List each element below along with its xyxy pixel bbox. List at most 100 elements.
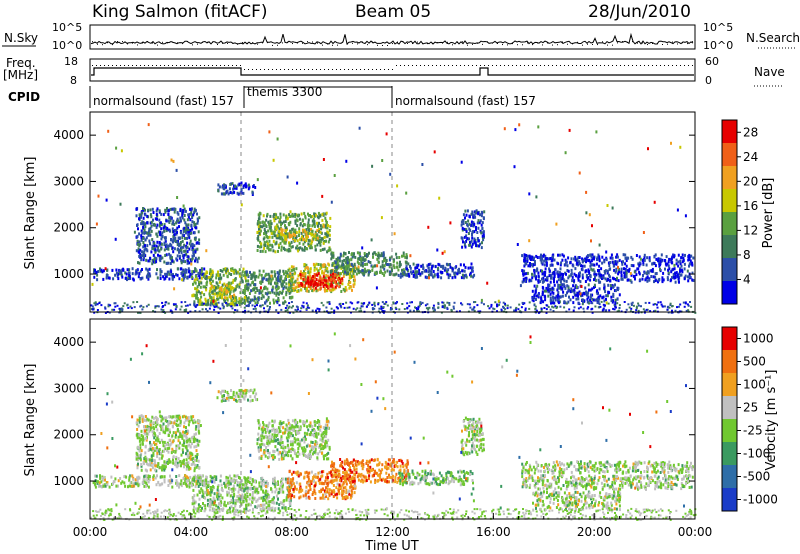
- power-echo-cell: [146, 268, 149, 272]
- nsearch-dot: [617, 42, 618, 44]
- power-echo-cell: [303, 248, 306, 252]
- freq-tick-bottom: 8: [70, 74, 77, 87]
- power-echo-cell: [334, 280, 337, 284]
- power-ground-scatter-cell: [409, 309, 412, 312]
- power-ground-scatter-cell: [496, 310, 498, 313]
- power-echo-cell: [608, 273, 610, 277]
- velocity-echo-cell: [152, 478, 155, 481]
- power-echo-cell: [184, 221, 187, 225]
- power-echo-cell: [165, 243, 168, 247]
- velocity-echo-cell: [182, 477, 185, 481]
- power-echo-cell: [667, 268, 670, 272]
- power-echo-cell: [601, 255, 604, 259]
- power-echo-cell: [198, 274, 201, 278]
- power-ground-scatter-cell: [674, 309, 677, 312]
- power-ground-scatter-cell: [618, 304, 621, 307]
- cpid-label: CPID: [8, 90, 40, 104]
- power-echo-cell: [170, 216, 173, 220]
- power-echo-cell: [597, 253, 600, 257]
- power-sparse-cell: [477, 219, 480, 223]
- power-echo-cell: [652, 275, 655, 279]
- velocity-echo-cell: [140, 463, 143, 466]
- velocity-echo-cell: [143, 474, 146, 478]
- power-echo-cell: [247, 286, 250, 290]
- power-echo-cell: [282, 233, 285, 237]
- power-colorbar-label: 16: [743, 199, 758, 213]
- power-ground-scatter-cell: [254, 307, 257, 310]
- power-echo-cell: [342, 287, 345, 291]
- power-echo-cell: [279, 278, 282, 282]
- power-echo-cell: [289, 230, 292, 234]
- power-echo-cell: [201, 272, 204, 276]
- nsearch-dot: [407, 42, 408, 44]
- power-echo-cell: [531, 257, 534, 261]
- power-echo-cell: [393, 266, 396, 270]
- power-sparse-cell: [653, 200, 656, 204]
- power-echo-cell: [579, 280, 582, 284]
- power-echo-cell: [105, 276, 108, 280]
- nsearch-dot: [542, 44, 543, 46]
- power-echo-cell: [292, 214, 295, 218]
- power-echo-cell: [542, 253, 545, 257]
- power-echo-cell: [217, 297, 220, 301]
- power-echo-cell: [303, 211, 306, 215]
- velocity-echo-cell: [94, 474, 97, 478]
- power-sparse-cell: [460, 160, 463, 164]
- power-echo-cell: [379, 265, 382, 269]
- power-echo-cell: [195, 226, 197, 230]
- power-echo-cell: [252, 185, 255, 189]
- power-echo-cell: [361, 268, 364, 272]
- power-sparse-cell: [376, 264, 379, 268]
- power-echo-cell: [593, 257, 595, 261]
- power-echo-cell: [242, 289, 245, 292]
- power-colorbar-label: 12: [743, 223, 758, 237]
- power-echo-cell: [361, 261, 364, 265]
- power-echo-cell: [379, 269, 382, 273]
- power-echo-cell: [297, 213, 300, 217]
- power-echo-cell: [181, 239, 184, 243]
- power-echo-cell: [176, 219, 178, 223]
- power-ground-scatter-cell: [504, 304, 507, 307]
- power-echo-cell: [142, 207, 144, 210]
- power-echo-cell: [464, 245, 467, 249]
- power-echo-cell: [296, 219, 299, 223]
- power-echo-cell: [257, 213, 260, 217]
- power-echo-cell: [187, 228, 190, 232]
- power-echo-cell: [321, 269, 324, 273]
- power-echo-cell: [646, 256, 649, 260]
- power-echo-cell: [117, 272, 120, 276]
- power-echo-cell: [432, 275, 435, 279]
- power-echo-cell: [239, 291, 242, 295]
- nave-dot: [504, 65, 505, 66]
- power-echo-cell: [340, 266, 343, 270]
- power-echo-cell: [409, 264, 411, 268]
- power-ground-scatter-cell: [147, 303, 150, 306]
- power-echo-cell: [414, 266, 417, 270]
- power-echo-cell: [235, 298, 238, 302]
- power-ground-scatter-cell: [657, 301, 660, 304]
- power-echo-cell: [289, 215, 292, 218]
- power-echo-cell: [249, 301, 252, 304]
- power-echo-cell: [585, 274, 588, 277]
- power-echo-cell: [137, 275, 140, 279]
- power-echo-cell: [190, 223, 193, 227]
- power-echo-cell: [209, 268, 212, 272]
- velocity-echo-cell: [182, 450, 184, 454]
- power-ground-scatter-cell: [545, 311, 548, 314]
- power-sparse-cell: [270, 274, 273, 278]
- power-echo-cell: [568, 295, 570, 299]
- power-ground-scatter-cell: [261, 304, 264, 307]
- power-echo-cell: [194, 250, 197, 254]
- power-echo-cell: [543, 270, 546, 274]
- power-echo-cell: [148, 272, 151, 276]
- power-sparse-cell: [590, 239, 592, 243]
- power-echo-cell: [209, 281, 212, 285]
- power-echo-cell: [437, 266, 440, 270]
- power-echo-cell: [546, 278, 549, 282]
- velocity-echo-cell: [148, 478, 151, 482]
- nsearch-dot: [367, 44, 368, 46]
- power-echo-cell: [146, 244, 149, 248]
- velocity-echo-cell: [166, 459, 169, 463]
- power-echo-cell: [477, 239, 480, 243]
- power-echo-cell: [642, 261, 645, 265]
